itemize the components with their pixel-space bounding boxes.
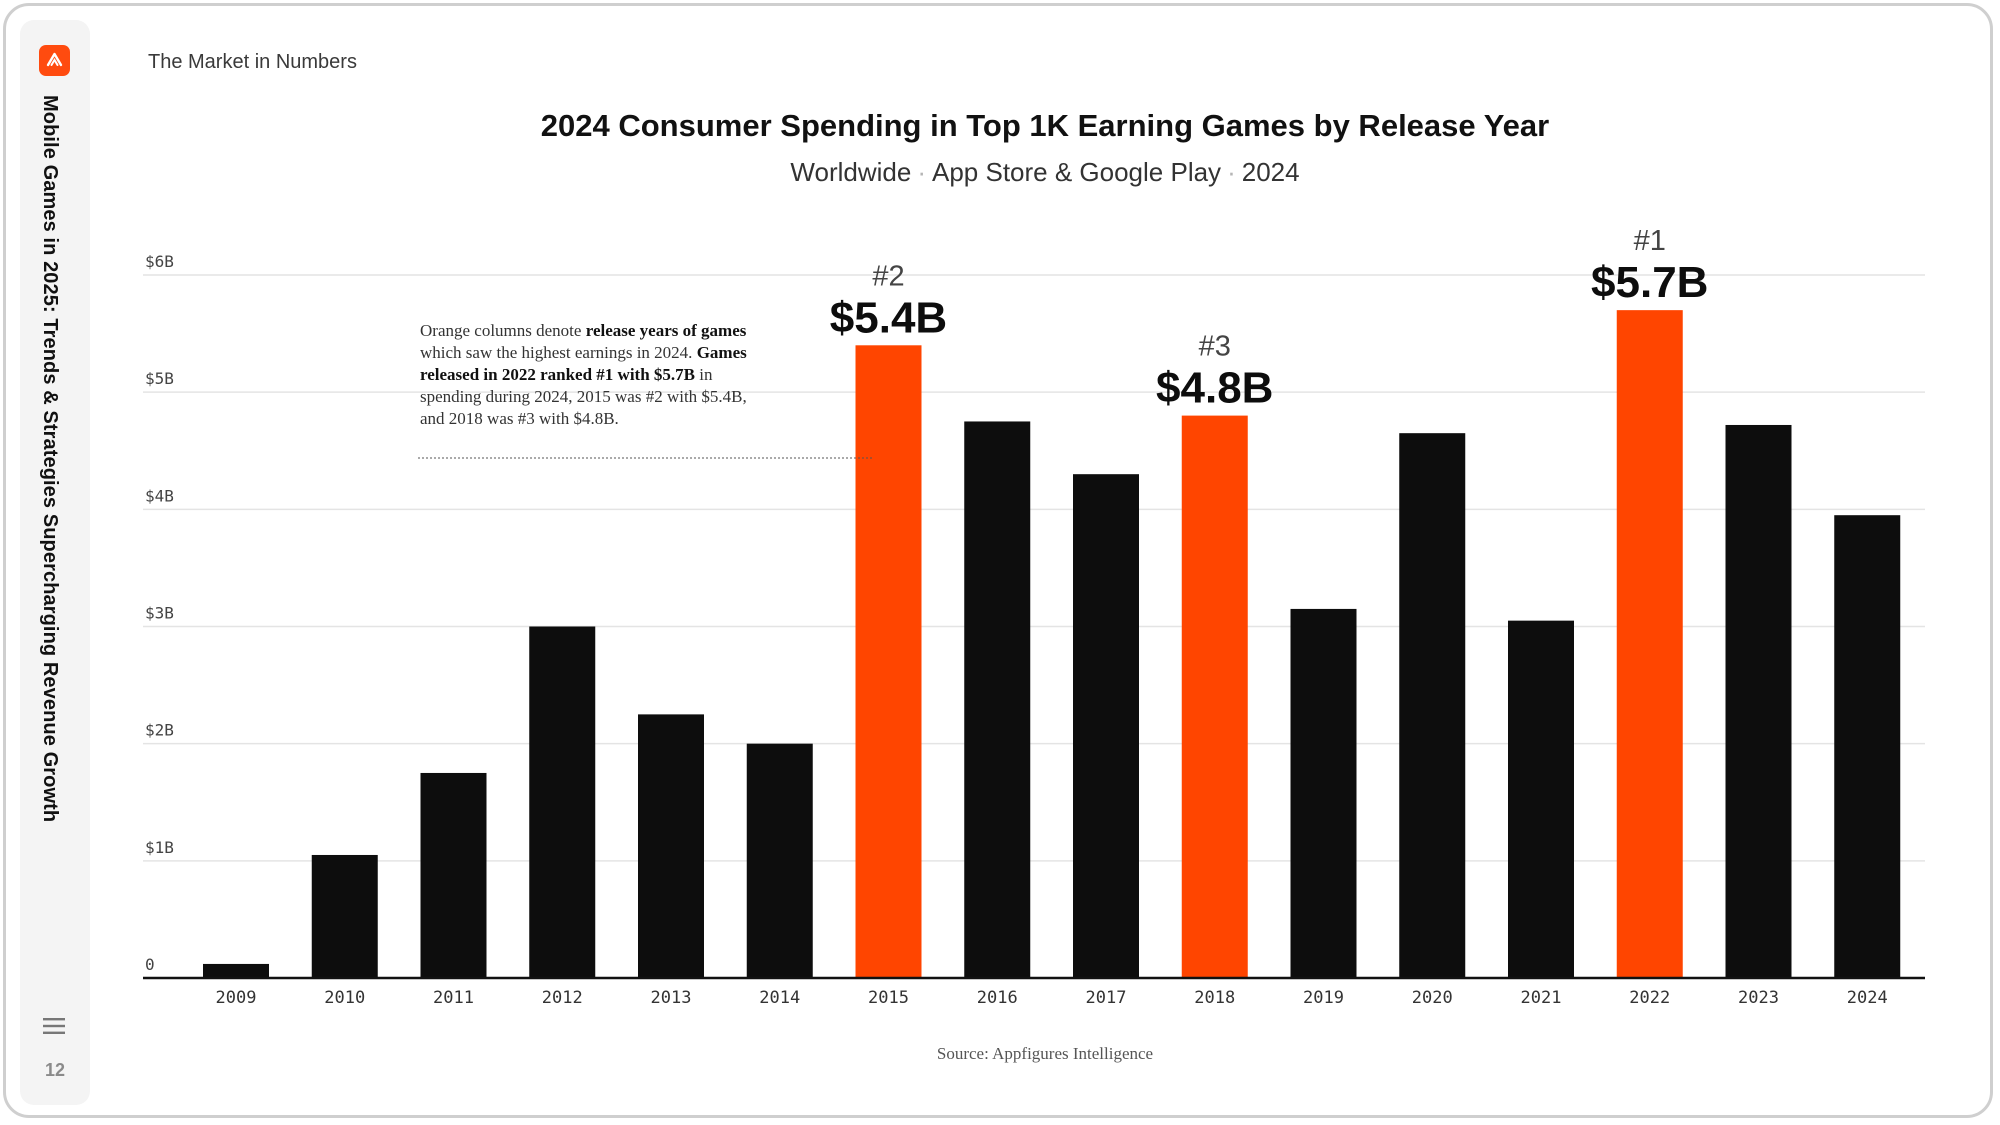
subtitle-year: 2024 xyxy=(1241,157,1300,187)
subtitle-separator: · xyxy=(917,157,926,187)
x-tick-label: 2024 xyxy=(1847,988,1888,1008)
x-tick-label: 2012 xyxy=(542,988,583,1008)
page-number: 12 xyxy=(44,1060,66,1080)
bar-2023 xyxy=(1725,424,1792,978)
document-title: Mobile Games in 2025: Trends & Strategie… xyxy=(39,95,61,823)
x-tick-label: 2015 xyxy=(868,988,909,1008)
sidebar xyxy=(20,20,90,1105)
bar-2017 xyxy=(1073,474,1139,978)
x-tick-label: 2023 xyxy=(1738,988,1779,1008)
annotation-text: Orange columns denote xyxy=(420,321,586,340)
data-label-value: $4.8B xyxy=(1156,364,1273,413)
subtitle-stores: App Store & Google Play xyxy=(932,157,1222,187)
annotation-bold: Games released in 2022 ranked #1 with $5… xyxy=(420,343,747,384)
annotation-bold: release years of games xyxy=(585,321,747,340)
x-tick-label: 2016 xyxy=(977,988,1018,1008)
y-tick-label: $6B xyxy=(145,252,174,271)
chart-annotation: Orange columns denote release years of g… xyxy=(420,320,770,430)
data-label-rank: #1 xyxy=(1634,225,1666,257)
x-tick-label: 2018 xyxy=(1194,988,1235,1008)
data-label-rank: #3 xyxy=(1199,331,1231,363)
x-tick-label: 2020 xyxy=(1412,988,1453,1008)
y-tick-label: $3B xyxy=(145,604,174,623)
chart-subtitle: Worldwide · App Store & Google Play · 2024 xyxy=(0,157,2000,188)
y-tick-label: $1B xyxy=(145,838,174,857)
bar-2015 xyxy=(855,345,922,978)
section-label: The Market in Numbers xyxy=(148,51,357,73)
chart-title: 2024 Consumer Spending in Top 1K Earning… xyxy=(540,108,1550,143)
y-tick-label: 0 xyxy=(145,955,155,974)
bar-2022 xyxy=(1616,310,1683,978)
x-tick-label: 2013 xyxy=(651,988,692,1008)
source-note: Source: Appfigures Intelligence xyxy=(936,1044,1154,1063)
bar-2014 xyxy=(746,743,813,978)
x-tick-label: 2010 xyxy=(324,988,365,1008)
y-tick-label: $2B xyxy=(145,721,174,740)
subtitle-region: Worldwide xyxy=(790,157,912,187)
bar-2019 xyxy=(1290,608,1357,978)
bar-2010 xyxy=(311,854,378,978)
x-tick-label: 2021 xyxy=(1521,988,1562,1008)
bar-2016 xyxy=(964,421,1031,978)
x-tick-label: 2019 xyxy=(1303,988,1344,1008)
x-tick-label: 2011 xyxy=(433,988,474,1008)
bar-2011 xyxy=(420,772,487,978)
data-label-value: $5.4B xyxy=(830,293,947,342)
data-label-value: $5.7B xyxy=(1591,258,1708,307)
x-tick-label: 2017 xyxy=(1086,988,1127,1008)
x-tick-label: 2014 xyxy=(759,988,800,1008)
bar-2024 xyxy=(1834,515,1901,978)
bar-2020 xyxy=(1399,433,1466,978)
bar-2021 xyxy=(1508,620,1574,978)
appfigures-logo-icon[interactable] xyxy=(39,45,70,76)
bar-2013 xyxy=(638,714,704,978)
annotation-text: in spending during 2024, 2015 was #2 wit… xyxy=(420,365,747,428)
hamburger-menu-icon[interactable] xyxy=(43,1017,65,1040)
subtitle-separator: · xyxy=(1227,157,1236,187)
y-tick-label: $4B xyxy=(145,486,174,505)
bar-2018 xyxy=(1181,415,1248,979)
y-tick-label: $5B xyxy=(145,369,174,388)
data-label-rank: #2 xyxy=(872,260,904,292)
annotation-text: which saw the highest earnings in 2024. xyxy=(420,343,697,362)
bar-2009 xyxy=(203,963,269,978)
x-tick-label: 2022 xyxy=(1629,988,1670,1008)
bar-2012 xyxy=(529,626,596,978)
x-tick-label: 2009 xyxy=(216,988,257,1008)
